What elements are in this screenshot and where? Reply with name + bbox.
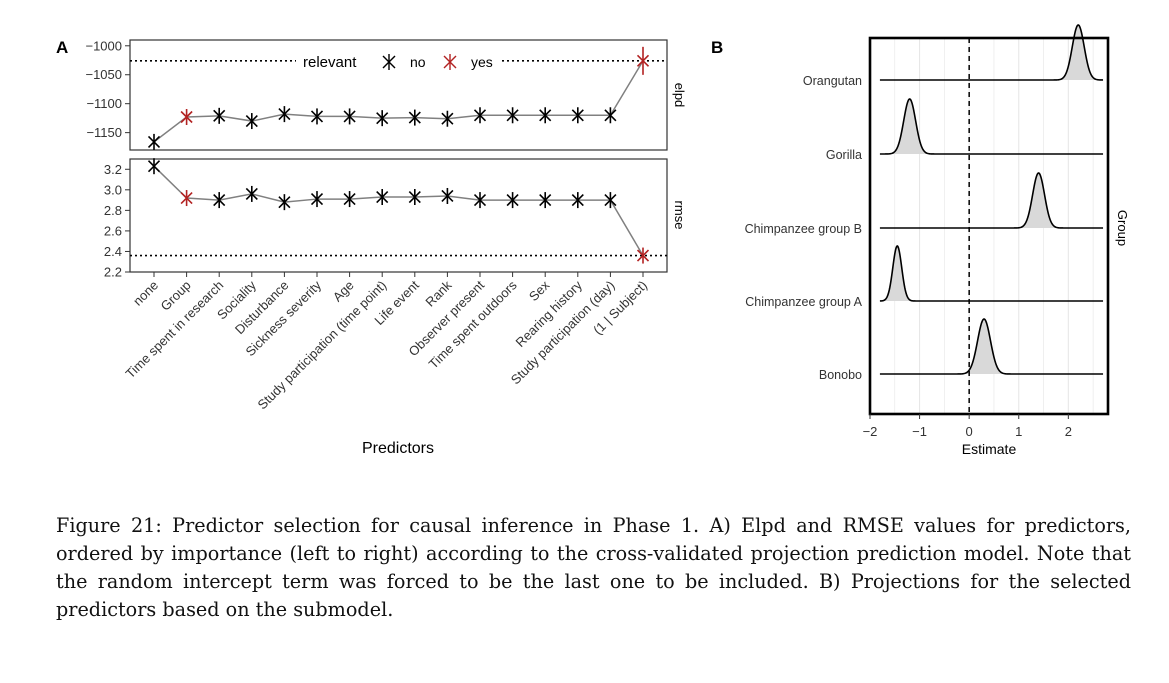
rmse-point	[571, 192, 584, 209]
b-ytick-label: Bonobo	[819, 368, 862, 382]
rmse-point	[376, 189, 389, 206]
b-xtick-label: 0	[966, 424, 973, 439]
rmse-point	[408, 189, 421, 206]
rmse-point	[213, 192, 226, 209]
ridge-line	[879, 245, 1104, 302]
rmse-ytick-label: 2.6	[104, 223, 122, 238]
rmse-point	[245, 185, 258, 202]
legend-label-no: no	[410, 54, 426, 70]
b-ytick-label: Gorilla	[826, 148, 862, 162]
elpd-point	[636, 46, 650, 75]
ridge-line	[879, 24, 1104, 81]
b-strip-label: Group	[1115, 210, 1130, 246]
elpd-point	[278, 106, 291, 123]
elpd-point	[343, 108, 356, 125]
legend-title: relevant	[303, 54, 357, 71]
elpd-point	[147, 133, 161, 150]
rmse-ytick-label: 3.0	[104, 182, 122, 197]
elpd-ytick-label: −1000	[85, 38, 122, 53]
elpd-strip-label: elpd	[672, 83, 687, 108]
elpd-point	[473, 107, 487, 124]
rmse-point	[604, 192, 617, 209]
b-xtick-label: −2	[863, 424, 878, 439]
panel-b: Orangutan Gorilla Chimpanzee group B Chimpa…	[745, 24, 1130, 457]
figure-canvas: A B elpd rmse Predictors relevant no	[56, 24, 1130, 457]
rmse-ytick-label: 2.2	[104, 265, 122, 280]
rmse-point	[180, 190, 193, 207]
elpd-point	[571, 107, 584, 124]
elpd-point	[604, 107, 617, 124]
ridge-area	[879, 173, 1104, 228]
a-x-axis-title: Predictors	[362, 440, 434, 457]
b-ytick-label: Chimpanzee group A	[745, 295, 862, 309]
a-xtick-label: none	[130, 278, 161, 309]
elpd-point	[408, 109, 421, 126]
rmse-point	[278, 194, 291, 211]
b-plot-frame	[868, 36, 1110, 416]
elpd-ytick-label: −1100	[86, 96, 122, 111]
a-xtick-label: Age	[330, 278, 357, 305]
elpd-point	[213, 107, 226, 124]
ridge-line	[879, 172, 1104, 229]
elpd-series-line	[153, 60, 644, 143]
ridge-area	[879, 246, 1104, 301]
b-xtick-label: 1	[1015, 424, 1022, 439]
rmse-point	[506, 192, 519, 209]
rmse-facet-frame	[129, 158, 668, 273]
elpd-point	[441, 110, 454, 127]
rmse-point	[343, 191, 356, 208]
rmse-ytick-label: 2.4	[104, 244, 122, 259]
elpd-point	[376, 110, 389, 127]
elpd-ytick-label: −1150	[86, 125, 122, 140]
rmse-series-line	[153, 165, 644, 256]
rmse-point	[636, 247, 650, 264]
elpd-point	[180, 109, 193, 125]
ridge-line	[879, 98, 1104, 155]
b-xtick-label: −1	[912, 424, 927, 439]
rmse-ytick-label: 3.2	[104, 162, 122, 177]
b-xtick-label: 2	[1065, 424, 1072, 439]
rmse-point	[441, 187, 454, 204]
b-x-axis-title: Estimate	[962, 441, 1017, 457]
legend: relevant no yes	[296, 48, 502, 74]
elpd-facet-frame	[129, 39, 668, 151]
elpd-point	[310, 108, 324, 125]
panel-label-b: B	[711, 38, 723, 57]
rmse-strip-label: rmse	[672, 201, 687, 230]
legend-key-no	[382, 54, 396, 70]
a-xtick-label: Sex	[526, 277, 553, 304]
b-ytick-label: Orangutan	[803, 74, 862, 88]
figure-caption: Figure 21: Predictor selection for causa…	[56, 514, 1131, 621]
legend-background	[296, 48, 502, 74]
legend-label-yes: yes	[471, 54, 493, 70]
panel-label-a: A	[56, 38, 68, 57]
elpd-point	[506, 107, 519, 124]
rmse-point	[147, 158, 161, 175]
ridge-line	[879, 318, 1104, 375]
rmse-point	[539, 192, 552, 209]
rmse-ytick-label: 2.8	[104, 203, 122, 218]
elpd-point	[245, 113, 258, 130]
panel-a: elpd rmse Predictors relevant no yes −10…	[85, 38, 687, 457]
elpd-point	[539, 107, 552, 124]
ridge-area	[879, 99, 1104, 154]
rmse-point	[310, 191, 324, 208]
rmse-point	[473, 192, 487, 209]
b-ytick-label: Chimpanzee group B	[745, 222, 862, 236]
legend-key-yes	[443, 54, 457, 70]
elpd-ytick-label: −1050	[85, 67, 122, 82]
